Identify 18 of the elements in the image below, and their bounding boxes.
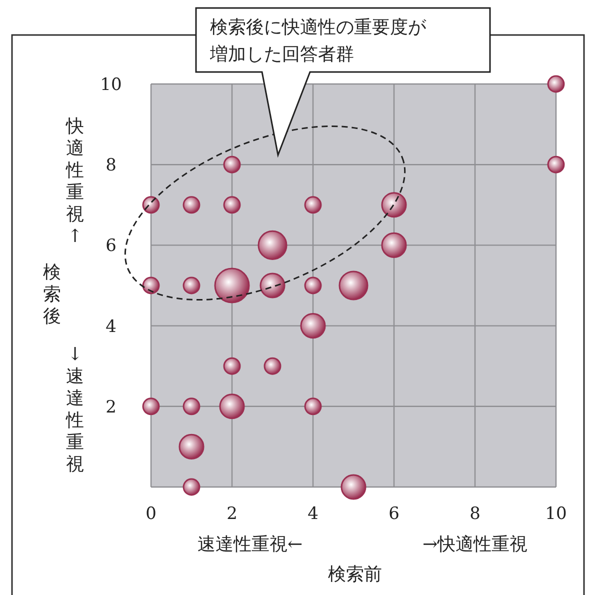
x-tick-label: 6 (388, 504, 400, 524)
y-tick-label: 8 (106, 156, 116, 176)
x-tick-label: 10 (545, 504, 567, 524)
y-tick-label: 2 (106, 397, 116, 418)
y-tick-label: 4 (106, 316, 116, 337)
text: →快適性重視 (422, 534, 528, 555)
y-tick-label: 6 (106, 236, 116, 256)
x-tick-label: 4 (308, 504, 318, 524)
text: 検索後に快適性の重要度が増加した回答者群 (209, 17, 427, 65)
x-tick-label: 8 (470, 504, 480, 524)
text: 快適性重視↑ (65, 116, 84, 247)
y-tick-label: 10 (100, 75, 122, 95)
x-axis-title: 検索前 (328, 564, 382, 585)
text: ↓速達性重視 (65, 344, 84, 475)
y-axis-title: 検索後 (43, 262, 61, 327)
text: 速達性重視← (197, 534, 303, 555)
x-tick-label: 2 (226, 504, 238, 524)
x-tick-label: 0 (146, 504, 156, 524)
